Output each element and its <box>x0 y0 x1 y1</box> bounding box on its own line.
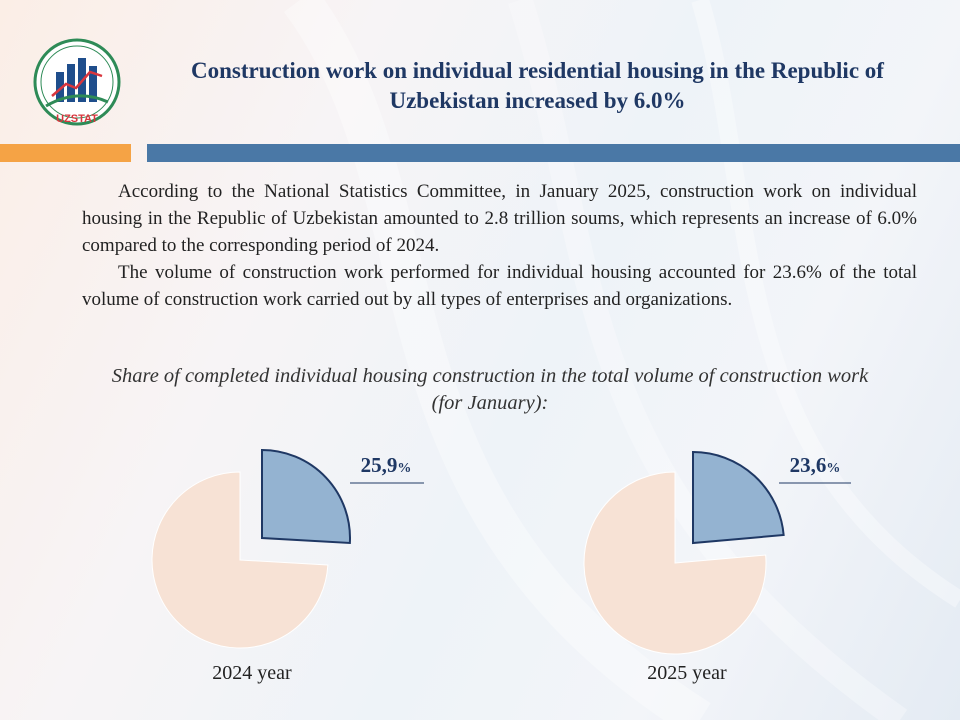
accent-bar-blue <box>147 144 960 162</box>
pie-slice-rest <box>151 471 329 649</box>
body-text: According to the National Statistics Com… <box>82 178 917 313</box>
chart-title: Share of completed individual housing co… <box>111 365 869 414</box>
pie-data-label: 23,6% <box>790 453 841 477</box>
pie-chart-2025: 23,6% <box>583 450 851 655</box>
pie-chart-2024: 25,9% <box>151 448 424 649</box>
page-title: Construction work on individual resident… <box>191 58 884 113</box>
accent-bar-orange <box>0 144 131 162</box>
paragraph-2: The volume of construction work performe… <box>82 262 917 310</box>
pie-label-2025: 2025 year <box>647 662 727 684</box>
pie-slice-share <box>692 450 785 545</box>
pie-slice-share <box>261 448 351 545</box>
pie-label-2024: 2024 year <box>212 662 292 684</box>
uzstat-logo: UZSTAT <box>33 38 121 126</box>
pie-slice-rest <box>583 471 767 655</box>
paragraph-1: According to the National Statistics Com… <box>82 181 917 256</box>
svg-text:UZSTAT: UZSTAT <box>56 113 98 125</box>
pie-data-label: 25,9% <box>361 453 412 477</box>
